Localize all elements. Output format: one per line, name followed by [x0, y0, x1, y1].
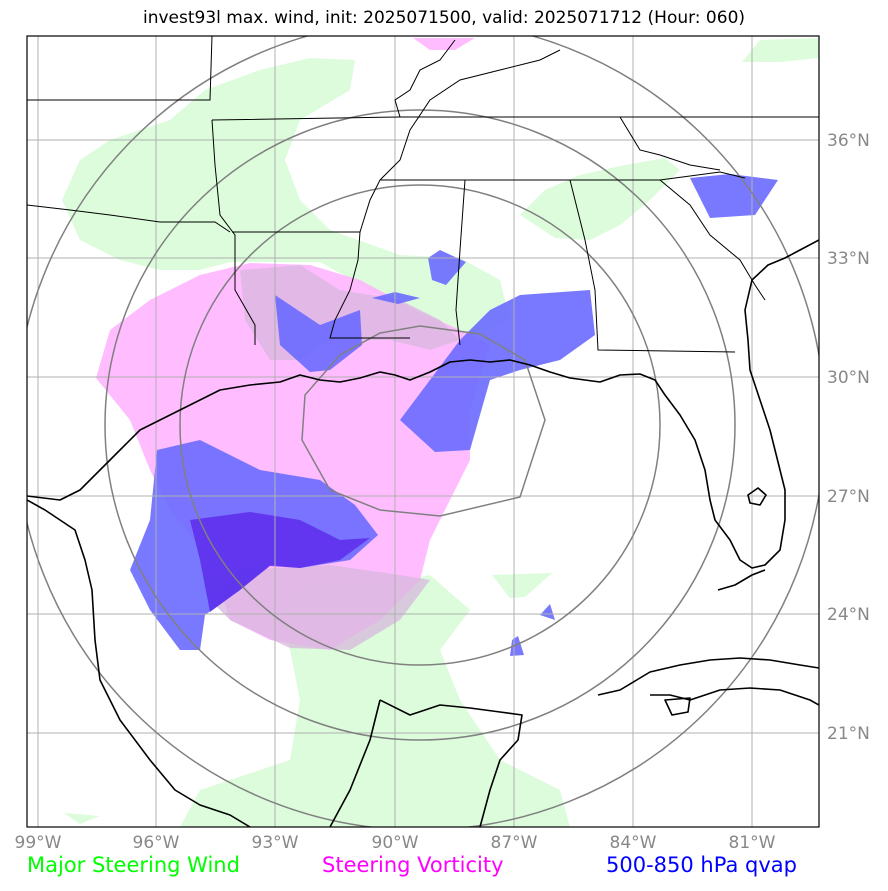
state-border — [569, 179, 736, 353]
state-border — [232, 231, 410, 339]
state-border — [359, 49, 561, 233]
state-border — [27, 204, 231, 233]
state-border — [27, 36, 213, 101]
legend-steering-vorticity: Steering Vorticity — [322, 853, 504, 877]
state-border — [380, 171, 746, 181]
qvap-core-area — [190, 512, 370, 612]
vorticity-area — [96, 263, 490, 650]
cuba-south-coast — [650, 687, 819, 706]
steering-wind-area — [64, 813, 100, 824]
qvap-core-layer — [190, 512, 370, 612]
florida-keys — [717, 569, 766, 591]
lat-label: 36°N — [827, 131, 870, 151]
range-ring — [179, 184, 661, 666]
lon-label: 87°W — [491, 833, 538, 853]
lon-label: 81°W — [729, 833, 776, 853]
steering-wind-area — [180, 575, 570, 827]
lat-label: 27°N — [827, 487, 870, 507]
steering-wind-area — [520, 158, 680, 240]
lat-label: 21°N — [827, 724, 870, 744]
qvap-area — [690, 174, 778, 218]
lon-label: 93°W — [252, 833, 299, 853]
state-border — [659, 179, 766, 301]
mexico-inner-coast — [329, 699, 381, 827]
state-border — [394, 39, 456, 118]
map-title: invest93l max. wind, init: 2025071500, v… — [142, 8, 746, 28]
range-ring — [301, 325, 546, 517]
lake-okeechobee — [747, 487, 767, 506]
state-border — [619, 116, 721, 171]
lat-label: 33°N — [827, 249, 870, 269]
steering-wind-layer — [62, 38, 819, 827]
cuba-coast — [597, 657, 819, 696]
range-ring — [104, 109, 736, 741]
steering-wind-area — [62, 58, 510, 340]
range-rings — [27, 36, 819, 827]
qvap-area — [400, 290, 595, 452]
lon-label: 90°W — [372, 833, 419, 853]
coastline — [27, 239, 819, 827]
isle-of-youth — [664, 697, 691, 716]
lon-label: 84°W — [610, 833, 657, 853]
state-border — [211, 119, 256, 345]
lon-label: 99°W — [15, 833, 62, 853]
steering-wind-area — [742, 38, 819, 62]
qvap-area — [540, 604, 555, 620]
lat-label: 30°N — [827, 368, 870, 388]
vorticity-layer — [96, 38, 490, 650]
map-frame — [26, 35, 820, 828]
legend-steering-wind: Major Steering Wind — [27, 853, 240, 877]
qvap-area — [275, 295, 362, 372]
vorticity-area — [413, 38, 475, 50]
state-borders — [27, 36, 819, 353]
state-border — [455, 179, 466, 346]
steering-wind-area — [492, 573, 552, 598]
texas-coast — [27, 239, 819, 569]
lon-label: 96°W — [133, 833, 180, 853]
lat-label: 24°N — [827, 605, 870, 625]
yucatan-coast — [379, 699, 523, 827]
gulf-coast — [27, 499, 251, 827]
qvap-area — [428, 250, 466, 285]
qvap-area — [372, 292, 420, 304]
overlap-area — [210, 565, 430, 650]
legend-qvap: 500-850 hPa qvap — [606, 853, 797, 877]
graticule — [27, 36, 819, 827]
